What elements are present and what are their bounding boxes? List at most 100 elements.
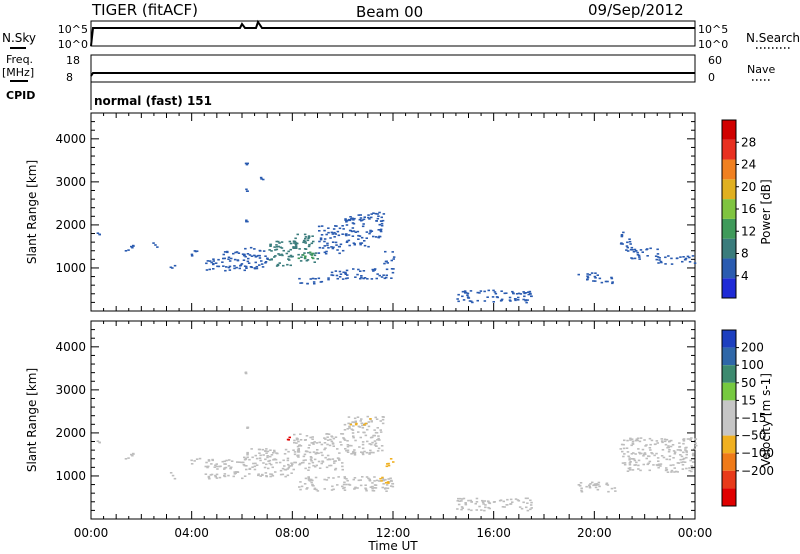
- range-gate-cell: [370, 216, 373, 219]
- power-colorbar-swatch: [722, 179, 736, 200]
- range-gate-cell: [302, 455, 306, 458]
- range-gate-cell: [345, 449, 348, 452]
- range-gate-cell: [317, 225, 321, 228]
- range-gate-cell: [464, 292, 467, 294]
- range-gate-cell: [586, 273, 589, 275]
- range-gate-cell: [214, 475, 217, 478]
- range-gate-cell: [314, 453, 318, 455]
- range-gate-cell: [275, 461, 278, 464]
- range-gate-cell: [281, 473, 285, 476]
- range-gate-cell: [304, 255, 307, 258]
- range-gate-cell: [315, 442, 319, 444]
- range-gate-cell: [297, 456, 300, 458]
- range-gate-cell: [248, 254, 252, 256]
- range-gate-cell: [631, 443, 635, 445]
- range-gate-cell: [374, 442, 378, 445]
- range-gate-cell: [647, 462, 650, 465]
- range-gate-cell: [509, 503, 513, 505]
- range-gate-cell: [345, 478, 348, 480]
- range-gate-cell: [690, 470, 693, 473]
- range-gate-cell: [353, 449, 356, 451]
- range-gate-cell: [377, 229, 380, 231]
- range-gate-cell: [287, 255, 291, 258]
- range-gate-cell: [194, 250, 198, 253]
- range-gate-cell: [590, 272, 594, 274]
- range-gate-cell: [353, 487, 357, 490]
- range-gate-cell: [305, 259, 309, 262]
- range-gate-cell: [476, 299, 479, 302]
- range-gate-cell: [373, 444, 377, 446]
- range-gate-cell: [341, 462, 344, 464]
- range-gate-cell: [309, 253, 312, 255]
- range-gate-cell: [662, 456, 666, 459]
- range-gate-cell: [382, 479, 385, 482]
- range-gate-cell: [299, 488, 302, 491]
- range-gate-cell: [379, 477, 382, 480]
- range-gate-cell: [523, 295, 526, 298]
- range-gate-cell: [274, 471, 277, 473]
- range-gate-cell: [292, 246, 295, 248]
- range-gate-cell: [352, 222, 356, 225]
- range-gate-cell: [307, 447, 310, 449]
- range-gate-cell: [611, 281, 614, 283]
- range-gate-cell: [253, 468, 257, 471]
- range-gate-cell: [313, 254, 317, 257]
- range-gate-cell: [311, 479, 314, 482]
- range-gate-cell: [352, 450, 355, 453]
- range-gate-cell: [321, 247, 325, 249]
- range-gate-cell: [354, 420, 357, 423]
- range-gate-cell: [298, 248, 301, 250]
- range-gate-cell: [613, 487, 617, 489]
- range-gate-cell: [357, 238, 360, 240]
- range-gate-cell: [362, 270, 366, 272]
- range-gate-cell: [279, 473, 283, 476]
- range-gate-cell: [207, 460, 211, 462]
- range-gate-cell: [628, 238, 631, 240]
- range-gate-cell: [215, 477, 219, 479]
- range-gate-cell: [585, 485, 588, 488]
- range-gate-cell: [338, 245, 341, 248]
- range-gate-cell: [689, 459, 692, 462]
- range-gate-cell: [381, 422, 385, 425]
- range-gate-cell: [251, 466, 254, 468]
- range-gate-cell: [650, 452, 653, 454]
- range-gate-cell: [346, 451, 350, 453]
- range-gate-cell: [132, 245, 135, 247]
- range-gate-cell: [331, 458, 335, 460]
- range-gate-cell: [332, 445, 335, 447]
- velocity-colorbar-swatch: [722, 470, 736, 489]
- range-gate-cell: [385, 274, 388, 277]
- range-gate-cell: [673, 471, 676, 473]
- range-gate-cell: [349, 216, 352, 218]
- y-tick-label: 3000: [55, 175, 86, 189]
- range-gate-cell: [293, 240, 297, 243]
- range-gate-cell: [682, 438, 685, 441]
- range-gate-cell: [313, 441, 316, 443]
- range-gate-cell: [268, 462, 271, 465]
- range-gate-cell: [461, 507, 464, 509]
- range-gate-cell: [331, 247, 335, 250]
- range-gate-cell: [307, 237, 310, 240]
- range-gate-cell: [190, 255, 194, 257]
- range-gate-cell: [208, 260, 212, 262]
- range-gate-cell: [297, 440, 300, 443]
- range-gate-cell: [360, 242, 364, 244]
- range-gate-cell: [270, 473, 274, 476]
- range-gate-cell: [361, 441, 365, 443]
- power-colorbar-tick-label: 4: [741, 269, 749, 283]
- range-gate-cell: [464, 503, 468, 506]
- range-gate-cell: [389, 458, 393, 460]
- range-gate-cell: [364, 487, 367, 490]
- range-gate-cell: [614, 490, 617, 492]
- range-gate-cell: [253, 267, 257, 270]
- velocity-colorbar-swatch: [722, 435, 736, 454]
- range-gate-cell: [350, 453, 353, 455]
- range-gate-cell: [368, 453, 371, 455]
- power-ticks: 1000 2000 3000 4000: [55, 112, 696, 312]
- range-gate-cell: [345, 234, 348, 237]
- range-gate-cell: [359, 217, 363, 219]
- range-gate-cell: [248, 473, 251, 475]
- range-gate-cell: [359, 214, 362, 216]
- range-gate-cell: [258, 448, 262, 451]
- power-scatter-data: [96, 162, 697, 304]
